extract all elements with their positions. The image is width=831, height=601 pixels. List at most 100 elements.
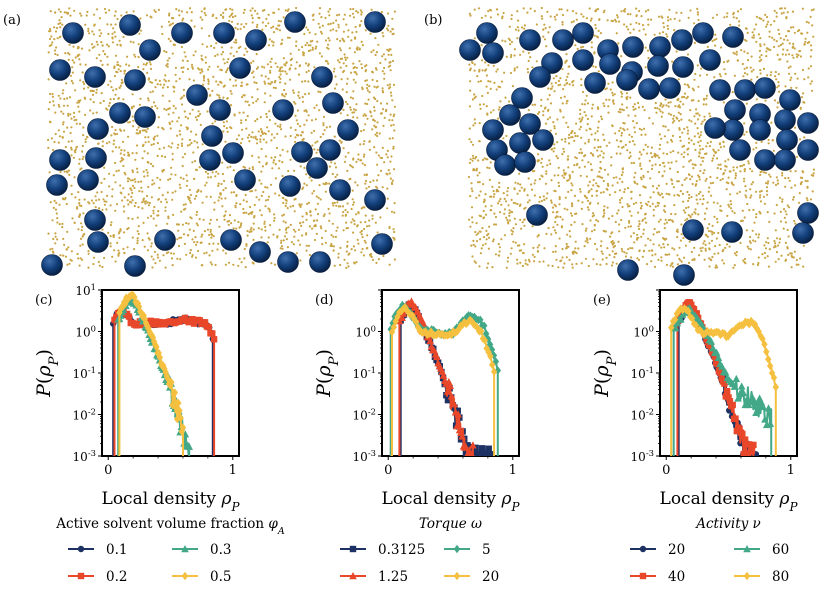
active-particle	[568, 83, 571, 86]
active-particle	[679, 100, 682, 103]
active-particle	[656, 107, 659, 110]
active-particle	[803, 78, 806, 81]
active-particle	[532, 246, 535, 249]
active-particle	[387, 53, 390, 56]
active-particle	[583, 194, 587, 197]
active-particle	[735, 17, 738, 20]
active-particle	[640, 235, 643, 238]
active-particle	[264, 92, 267, 95]
active-particle	[519, 203, 522, 206]
active-particle	[649, 196, 652, 199]
active-particle	[799, 182, 803, 185]
active-particle	[571, 205, 574, 208]
active-particle	[354, 249, 357, 252]
active-particle	[71, 71, 74, 74]
active-particle	[574, 134, 577, 138]
active-particle	[221, 205, 224, 208]
active-particle	[245, 211, 248, 214]
active-particle	[662, 26, 666, 29]
active-particle	[67, 246, 70, 249]
active-particle	[316, 140, 319, 143]
active-particle	[305, 26, 308, 29]
active-particle	[62, 89, 65, 92]
active-particle	[114, 181, 117, 184]
active-particle	[170, 146, 173, 149]
active-particle	[152, 217, 155, 220]
active-particle	[339, 66, 342, 69]
active-particle	[221, 161, 224, 164]
active-particle	[746, 245, 749, 248]
active-particle	[781, 174, 784, 177]
active-particle	[627, 205, 630, 208]
active-particle	[388, 87, 391, 90]
active-particle	[145, 168, 148, 172]
active-particle	[159, 178, 162, 181]
active-particle	[664, 125, 667, 128]
active-particle	[608, 193, 612, 196]
active-particle	[713, 231, 716, 234]
active-particle	[773, 239, 776, 243]
active-particle	[635, 7, 638, 10]
active-particle	[659, 143, 662, 146]
active-particle	[92, 112, 95, 115]
active-particle	[509, 43, 512, 46]
active-particle	[551, 264, 554, 268]
active-particle	[777, 244, 780, 247]
active-particle	[352, 67, 355, 70]
active-particle	[585, 196, 589, 200]
legend-marker	[349, 545, 357, 553]
active-particle	[739, 241, 742, 245]
active-particle	[360, 20, 363, 23]
active-particle	[603, 9, 606, 12]
active-particle	[546, 164, 549, 167]
active-particle	[733, 211, 736, 215]
active-particle	[482, 103, 485, 106]
active-particle	[553, 143, 556, 146]
active-particle	[732, 166, 735, 169]
active-particle	[561, 256, 564, 259]
active-particle	[239, 27, 242, 30]
active-particle	[734, 177, 737, 180]
active-particle	[61, 23, 64, 26]
active-particle	[652, 208, 655, 211]
active-particle	[600, 115, 603, 118]
active-particle	[189, 249, 192, 252]
active-particle	[510, 53, 513, 57]
active-particle	[620, 134, 623, 137]
active-particle	[267, 82, 270, 85]
active-particle	[702, 172, 705, 175]
passive-particle	[186, 84, 208, 106]
active-particle	[693, 115, 696, 118]
active-particle	[780, 254, 783, 257]
active-particle	[164, 206, 167, 209]
active-particle	[228, 214, 232, 217]
active-particle	[732, 16, 735, 19]
active-particle	[784, 7, 787, 10]
active-particle	[715, 264, 718, 267]
active-particle	[368, 148, 371, 151]
active-particle	[484, 205, 487, 208]
active-particle	[204, 184, 207, 187]
active-particle	[267, 198, 270, 201]
active-particle	[602, 191, 605, 194]
active-particle	[110, 86, 113, 89]
active-particle	[95, 199, 98, 202]
active-particle	[206, 45, 209, 48]
active-particle	[349, 164, 352, 167]
active-particle	[711, 159, 714, 162]
active-particle	[323, 213, 326, 216]
active-particle	[690, 120, 693, 123]
active-particle	[638, 227, 641, 231]
active-particle	[659, 218, 662, 221]
passive-particle	[46, 174, 68, 196]
active-particle	[496, 202, 500, 205]
active-particle	[797, 54, 800, 57]
active-particle	[762, 171, 766, 174]
active-particle	[652, 243, 655, 246]
active-particle	[729, 193, 732, 196]
active-particle	[781, 171, 784, 175]
active-particle	[304, 93, 307, 96]
active-particle	[147, 97, 150, 100]
active-particle	[179, 186, 182, 189]
active-particle	[263, 222, 266, 225]
